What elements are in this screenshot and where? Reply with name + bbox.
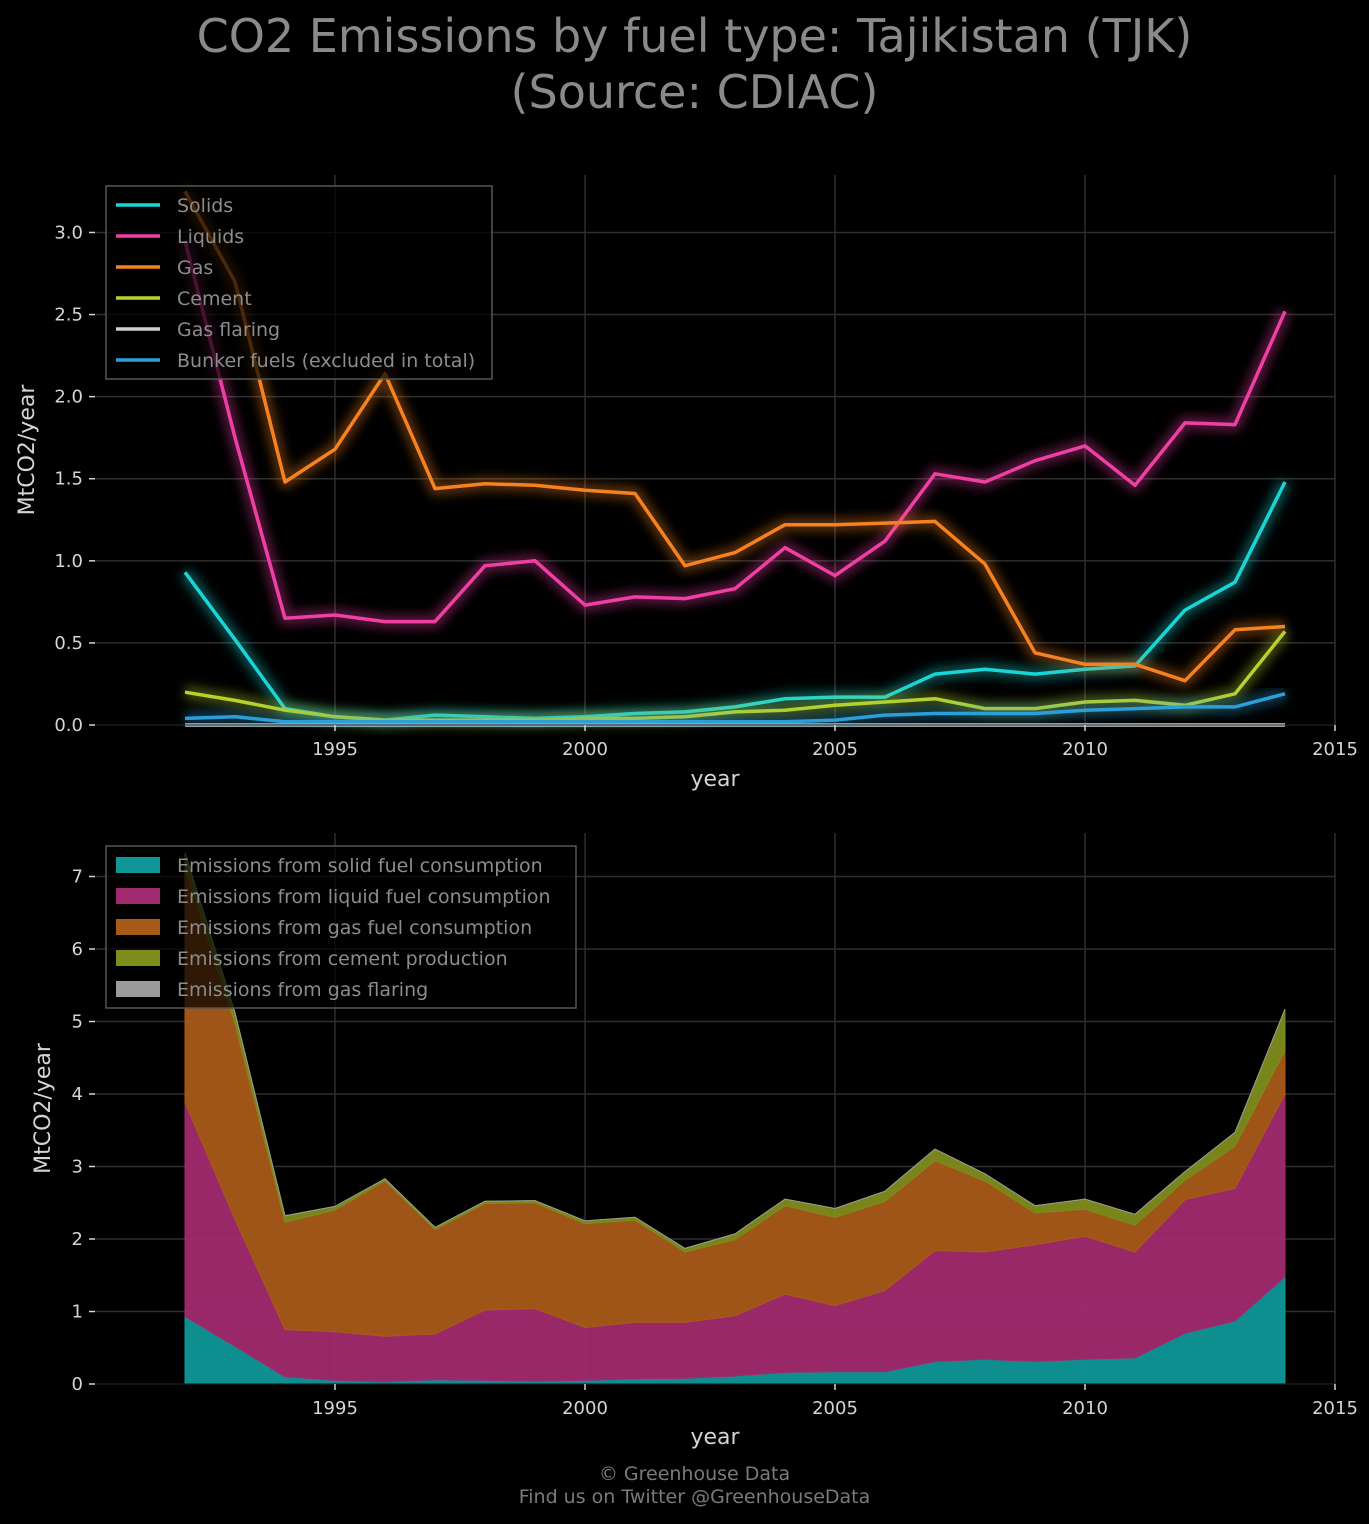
legend-label: Emissions from gas flaring (177, 979, 428, 1001)
chart-title: CO2 Emissions by fuel type: Tajikistan (… (0, 8, 1369, 120)
y-axis-label: MtCO2/year (15, 384, 40, 516)
legend-label: Emissions from solid fuel consumption (177, 855, 543, 877)
y-tick-label: 3.0 (54, 222, 83, 243)
footer: © Greenhouse Data Find us on Twitter @Gr… (0, 1463, 1369, 1509)
series-line (183, 481, 1287, 722)
y-tick-label: 2.0 (54, 387, 83, 408)
y-tick-label: 7 (72, 867, 83, 888)
x-axis-label: year (690, 767, 740, 792)
x-tick-label: 2010 (1062, 1398, 1108, 1419)
series-line (183, 240, 1287, 624)
y-tick-label: 4 (72, 1084, 83, 1105)
legend: Solids Liquids Gas Cement Gas flaring Bunker … (105, 185, 493, 380)
x-tick-label: 2000 (562, 739, 608, 760)
x-tick-label: 2015 (1312, 1398, 1358, 1419)
y-tick-label: 0 (72, 1374, 83, 1395)
y-tick-label: 0.5 (54, 633, 83, 654)
legend-label: Solids (177, 195, 233, 217)
legend-swatch (116, 950, 160, 966)
x-tick-label: 2000 (562, 1398, 608, 1419)
legend-swatch (116, 919, 160, 935)
area-chart-panel: 1995 2000 2005 2010 2015 0 1 2 3 4 5 6 7 year MtCO2/ye… (31, 833, 1358, 1450)
y-tick-label: 0.0 (54, 715, 83, 736)
line-chart-panel: 1995 2000 2005 2010 2015 0.0 0.5 1.0 1.5 2.0 2.5 3.… (15, 175, 1358, 792)
x-tick-label: 2005 (812, 1398, 858, 1419)
legend-box (105, 185, 493, 380)
legend-swatch (116, 888, 160, 904)
series-glow (179, 478, 1292, 728)
y-tick-label: 1.0 (54, 551, 83, 572)
y-tick-label: 5 (72, 1012, 83, 1033)
title-line-1: CO2 Emissions by fuel type: Tajikistan (… (196, 9, 1193, 63)
y-tick-label: 3 (72, 1157, 83, 1178)
x-tick-label: 2015 (1312, 739, 1358, 760)
legend-swatch (116, 981, 160, 997)
x-axis-label: year (690, 1425, 740, 1450)
area-band (184, 852, 1286, 1249)
x-tick-label: 2010 (1062, 739, 1108, 760)
footer-twitter: Find us on Twitter @GreenhouseData (518, 1486, 871, 1508)
legend-label: Emissions from liquid fuel consumption (177, 886, 551, 908)
y-tick-label: 1.5 (54, 469, 83, 490)
legend-label: Emissions from cement production (177, 948, 508, 970)
legend-label: Bunker fuels (excluded in total) (177, 350, 475, 372)
series-line (184, 692, 1286, 724)
y-tick-label: 6 (72, 939, 83, 960)
x-tick-label: 1995 (312, 1398, 358, 1419)
footer-credit: © Greenhouse Data (598, 1463, 791, 1485)
y-tick-label: 2 (72, 1229, 83, 1250)
legend-label: Cement (177, 288, 252, 310)
y-tick-label: 1 (72, 1302, 83, 1323)
legend-label: Gas flaring (177, 319, 280, 341)
x-tick-label: 1995 (312, 739, 358, 760)
series-line (183, 190, 1286, 683)
legend-box (105, 845, 577, 1009)
legend-swatch (116, 857, 160, 873)
y-tick-label: 2.5 (54, 305, 83, 326)
legend: Emissions from solid fuel consumption Emi… (105, 845, 577, 1009)
legend-label: Emissions from gas fuel consumption (177, 917, 532, 939)
legend-label: Gas (177, 257, 213, 279)
x-tick-label: 2005 (812, 739, 858, 760)
y-axis-label: MtCO2/year (31, 1042, 56, 1174)
title-line-2: (Source: CDIAC) (510, 65, 879, 119)
legend-label: Liquids (177, 226, 244, 248)
